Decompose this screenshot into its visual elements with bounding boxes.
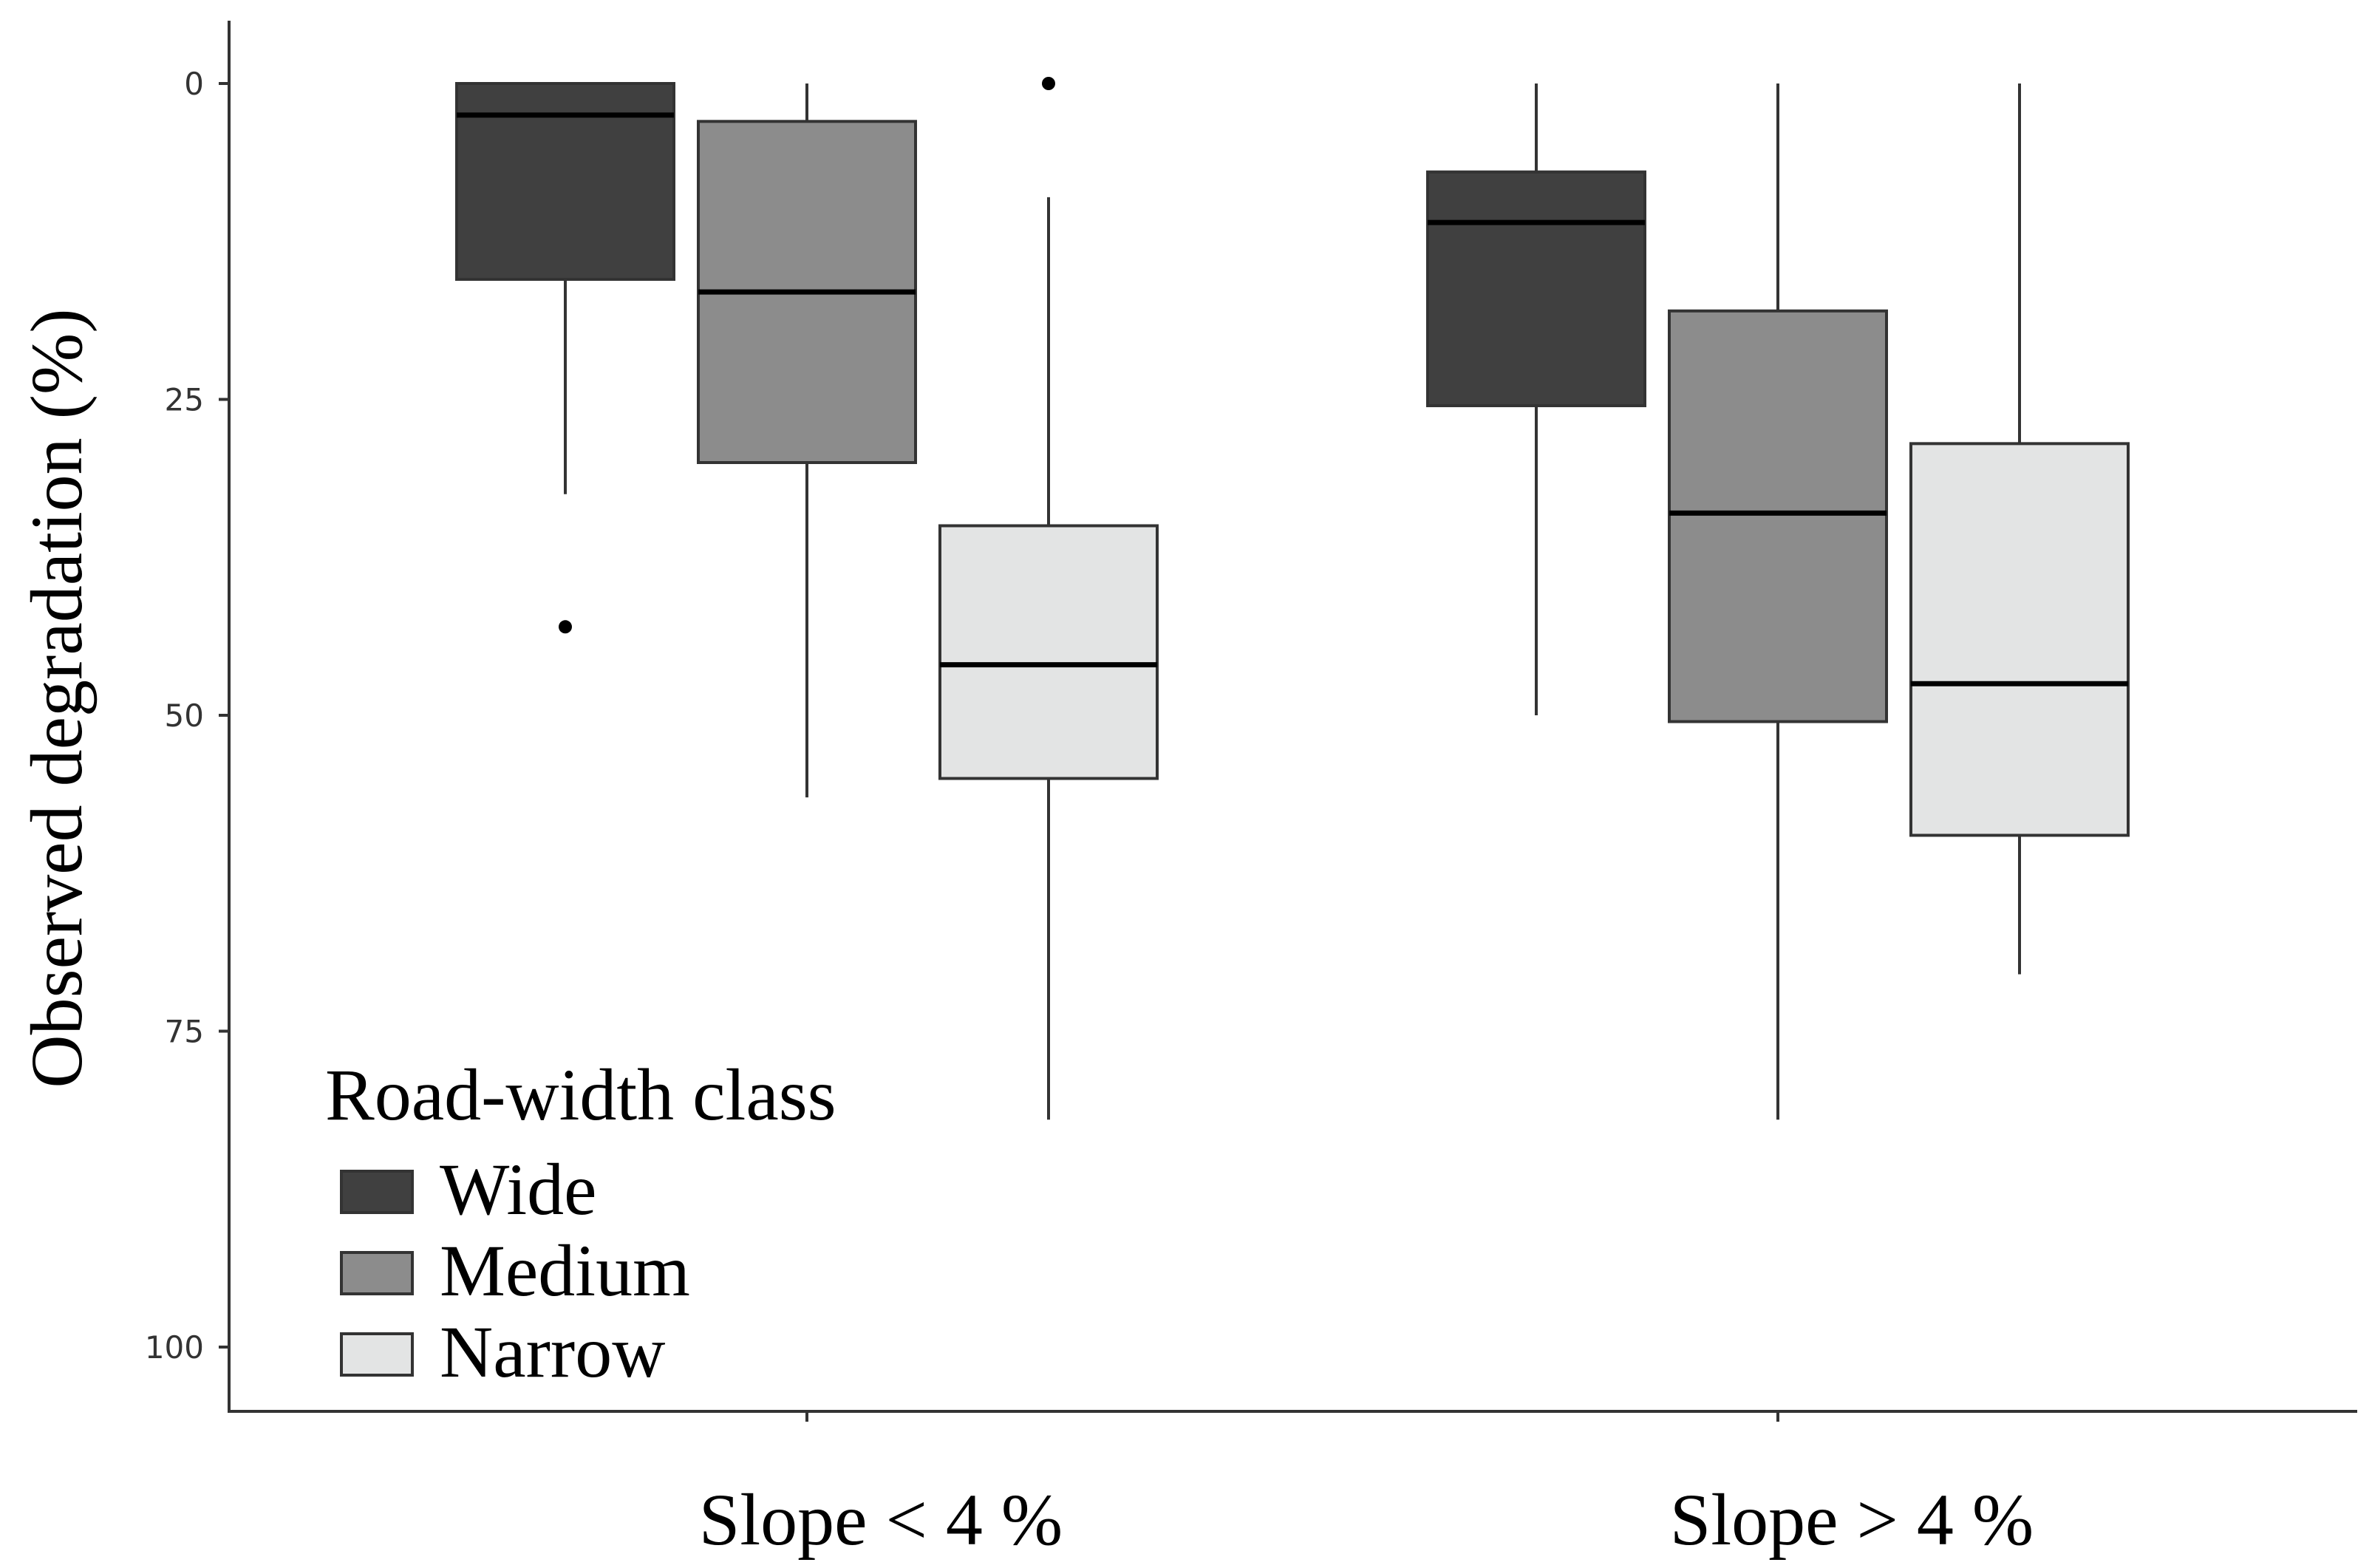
legend-title: Road-width class (325, 1054, 836, 1136)
y-tick-label: 50 (165, 698, 204, 734)
x-tick-label: Slope > 4 % (1670, 1479, 2034, 1561)
outlier-point (559, 620, 572, 634)
box-group (697, 83, 917, 798)
legend-key-wide (340, 1170, 414, 1214)
legend-label-wide: Wide (440, 1148, 597, 1230)
y-tick-label: 75 (165, 1014, 204, 1050)
box-group (455, 82, 675, 634)
y-tick-label: 25 (165, 382, 204, 418)
x-tick-label: Slope < 4 % (699, 1479, 1063, 1561)
box-group (1909, 83, 2130, 975)
y-axis-title: Observed degradation (%) (16, 308, 98, 1088)
legend-label-narrow: Narrow (440, 1311, 665, 1393)
outlier-point (1042, 77, 1055, 90)
box-iqr (1668, 309, 1888, 723)
boxes (455, 77, 2130, 1120)
legend-key-medium (340, 1251, 414, 1295)
x-ticks: Slope < 4 % Slope > 4 % (699, 1411, 2034, 1561)
box-iqr (1426, 170, 1646, 408)
y-tick-label: 100 (145, 1329, 204, 1366)
y-tick-label: 0 (184, 66, 204, 102)
y-ticks: 0 25 50 75 100 (145, 66, 229, 1366)
legend-label-medium: Medium (440, 1230, 690, 1312)
box-iqr (938, 524, 1159, 780)
box-group (938, 77, 1159, 1120)
box-group (1668, 83, 1888, 1120)
box-group (1426, 83, 1646, 715)
box-iqr (1909, 442, 2130, 837)
legend-key-narrow (340, 1332, 414, 1377)
